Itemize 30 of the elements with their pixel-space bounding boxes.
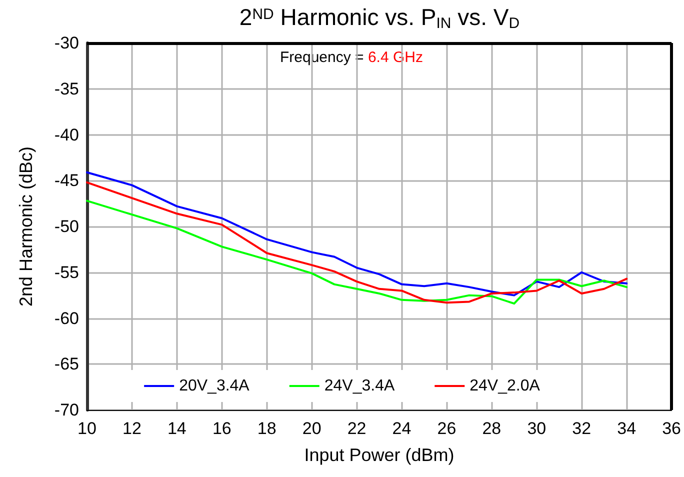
y-tick-label: -35 xyxy=(54,79,79,98)
x-tick-label: 10 xyxy=(78,419,96,438)
legend-label: 24V_3.4A xyxy=(324,378,395,394)
x-tick-label: 12 xyxy=(122,419,142,438)
y-tick-label: -45 xyxy=(54,171,79,190)
y-tick-label: -60 xyxy=(54,308,79,328)
y-tick-label: -40 xyxy=(54,125,79,144)
x-tick-label: 34 xyxy=(617,419,636,438)
x-tick-label: 28 xyxy=(482,419,502,438)
x-tick-label: 18 xyxy=(257,419,276,438)
y-tick-label: -70 xyxy=(54,400,79,420)
legend-label: 20V_3.4A xyxy=(179,378,250,394)
y-tick-label: -30 xyxy=(54,34,79,52)
x-tick-label: 14 xyxy=(167,419,186,438)
y-tick-label: -65 xyxy=(54,354,79,374)
x-tick-label: 24 xyxy=(392,419,412,438)
x-tick-label: 36 xyxy=(662,419,682,438)
line-series xyxy=(86,200,628,305)
x-axis-title: Input Power (dBm) xyxy=(304,445,454,465)
y-tick-label: -50 xyxy=(54,217,79,236)
x-tick-label: 20 xyxy=(302,419,322,438)
chart-title: 2$^{ND}$ Harmonic vs. P$_{IN}$ vs. V$_{D}$ xyxy=(238,4,521,32)
x-tick-label: 32 xyxy=(572,419,592,438)
x-tick-label: 30 xyxy=(527,419,546,438)
y-tick-label: -55 xyxy=(54,262,79,282)
x-tick-label: 16 xyxy=(212,419,232,438)
x-tick-label: 22 xyxy=(347,419,366,438)
y-axis-title: 2nd Harmonic (dBc) xyxy=(16,146,36,307)
legend-label: 24V_2.0A xyxy=(470,378,540,394)
x-tick-label: 26 xyxy=(437,419,456,438)
